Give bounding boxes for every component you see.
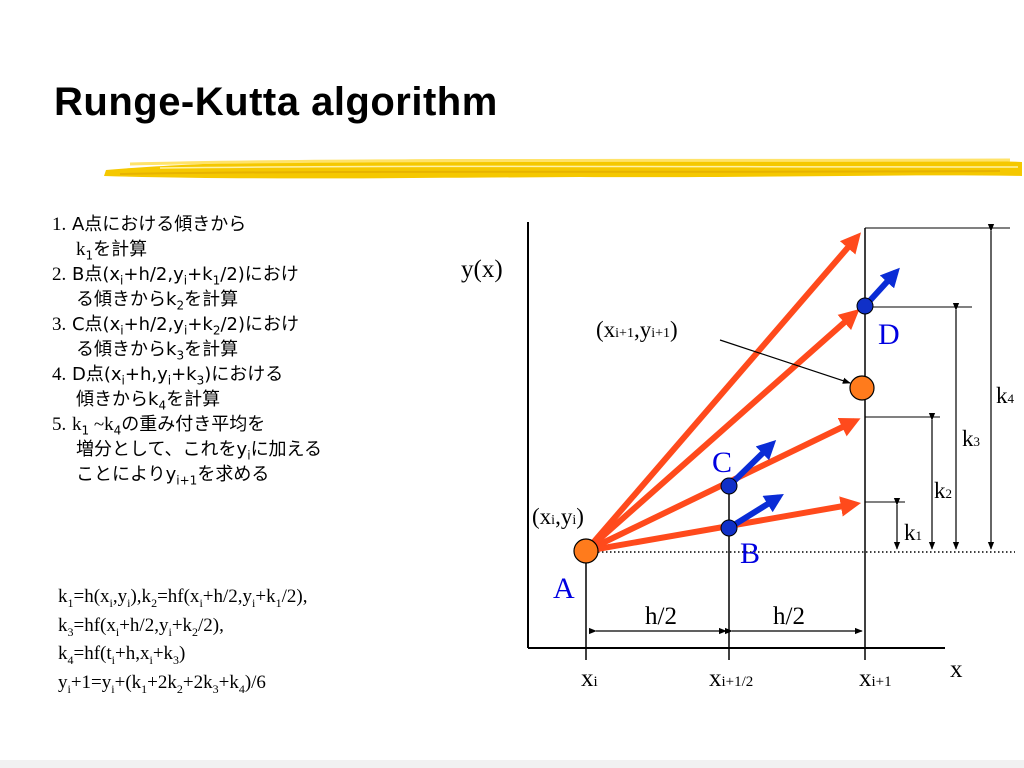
point-a xyxy=(573,538,599,564)
step-2: 2. B点(xi+h/2,yi+k1/2)におけ る傾きからk2を計算 xyxy=(52,264,299,313)
formula-k3: k3=hf(xi+h/2,yi+k2/2), xyxy=(58,614,224,639)
point-c xyxy=(720,477,738,495)
k3-label: k3 xyxy=(962,426,980,451)
point-d xyxy=(856,297,874,315)
slope-arrow-k4 xyxy=(583,232,861,553)
y-axis-label: y(x) xyxy=(461,256,503,283)
formula-k4: k4=hf(ti+h,xi+k3) xyxy=(58,643,186,667)
point-b-label: B xyxy=(740,537,760,570)
step-1: 1. A点における傾きから k1を計算 xyxy=(52,214,247,263)
point-b xyxy=(720,519,738,537)
k4-label: k4 xyxy=(996,383,1015,408)
k1-label: k1 xyxy=(904,520,922,545)
tick-xi: xi xyxy=(581,665,598,692)
formula-k1-k2: k1=h(xi,yi),k2=hf(xi+h/2,yi+k1/2), xyxy=(58,586,308,610)
slope-arrow-k3 xyxy=(584,308,860,554)
point-a-label: A xyxy=(553,572,575,605)
point-d-label: D xyxy=(878,318,900,351)
h-label-right: h/2 xyxy=(773,603,805,630)
slope-arrow-c xyxy=(726,439,777,489)
step-4: 4. D点(xi+h,yi+k3)における 傾きからk4を計算 xyxy=(52,364,284,413)
tick-xi1: xi+1 xyxy=(859,665,892,692)
end-label: (xi+1,yi+1) xyxy=(596,317,678,342)
x-axis-label: x xyxy=(950,656,963,683)
start-label: (xi,yi) xyxy=(532,504,584,529)
slope-arrow-k1 xyxy=(585,496,862,554)
slide-title: Runge-Kutta algorithm xyxy=(54,80,498,124)
k2-label: k2 xyxy=(934,478,952,503)
title-underline-brush xyxy=(104,158,1022,179)
step-3: 3. C点(xi+h/2,yi+k2/2)におけ る傾きからk3を計算 xyxy=(52,314,300,363)
formula-y-update: yi+1=yi+(k1+2k2+2k3+k4)/6 xyxy=(58,671,266,696)
point-c-label: C xyxy=(712,446,732,479)
steps-list: 1. A点における傾きから k1を計算 2. B点(xi+h/2,yi+k1/2… xyxy=(52,212,322,487)
formula-list: k1=h(xi,yi),k2=hf(xi+h/2,yi+k1/2), k3=hf… xyxy=(58,583,307,697)
tick-xi-half: xi+1/2 xyxy=(709,665,753,692)
slope-arrow-b xyxy=(727,493,784,531)
h-label-left: h/2 xyxy=(645,603,677,630)
step-5: 5. k1 ~k4の重み付き平均を 増分として、これをyiに加える ことによりy… xyxy=(52,414,323,488)
point-end xyxy=(849,375,875,401)
bottom-strip xyxy=(0,760,1024,768)
end-pointer xyxy=(719,339,851,384)
